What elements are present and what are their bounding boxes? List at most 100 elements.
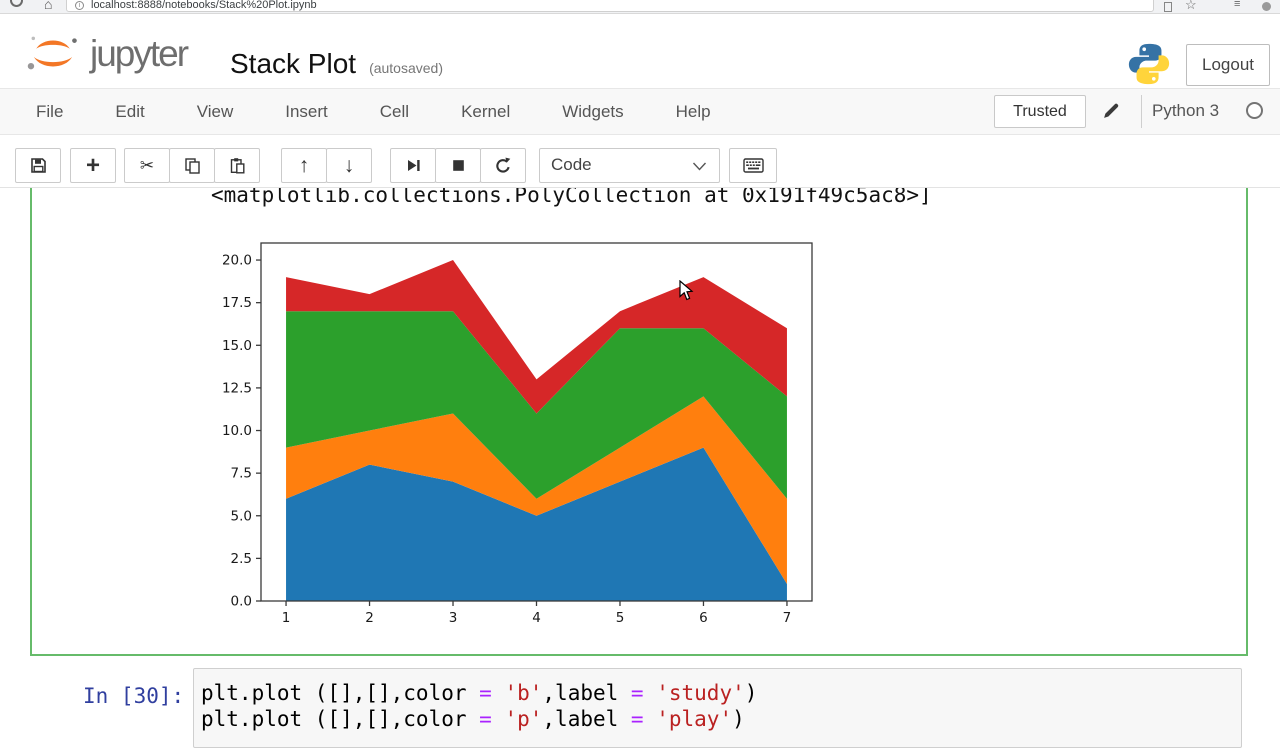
code-line[interactable]: plt.plot ([],[],color = 'b',label = 'stu… <box>201 680 1241 706</box>
bookmark-star-icon[interactable]: ☆ <box>1185 0 1197 12</box>
x-tick-label: 1 <box>282 610 291 626</box>
code-cell[interactable]: In [30]: plt.plot ([],[],color = 'b',lab… <box>0 660 1280 748</box>
reload-icon[interactable] <box>10 0 23 7</box>
x-tick-label: 3 <box>449 610 458 626</box>
python-logo-icon <box>1128 43 1170 85</box>
code-token: 'b' <box>504 681 543 705</box>
menu-item-widgets[interactable]: Widgets <box>562 101 624 121</box>
paste-icon <box>230 158 245 174</box>
reading-list-icon[interactable]: ≡ <box>1234 0 1241 10</box>
code-token: plt.plot ([],[],color <box>201 681 480 705</box>
y-tick-label: 12.5 <box>222 380 252 396</box>
restart-kernel-button[interactable] <box>480 148 526 183</box>
autosave-status: (autosaved) <box>369 60 443 76</box>
stackplot-figure: 0.0 2.5 5.0 7.5 10.0 12.5 15.0 17.5 20.0 1 2 3 4 5 6 7 <box>222 242 813 626</box>
cell-type-value: Code <box>551 155 592 174</box>
notebook-menubar: File Edit View Insert Cell Kernel Widgets Help … <box>0 88 1280 135</box>
y-tick-label: 17.5 <box>222 295 252 311</box>
code-token: 'p' <box>504 707 543 731</box>
y-tick-label: 5.0 <box>231 508 252 524</box>
kernel-name: Python 3 <box>1152 101 1220 120</box>
y-tick-label: 7.5 <box>231 466 252 482</box>
kernel-idle-icon <box>1246 102 1263 119</box>
code-token: 'study' <box>656 681 745 705</box>
menu-item-edit[interactable]: Edit <box>115 101 145 121</box>
code-token: = <box>630 707 644 731</box>
logout-button[interactable]: Logout <box>1186 44 1270 86</box>
stack-area-green <box>286 311 787 499</box>
code-token: = <box>630 681 644 705</box>
stack-area-orange <box>286 396 787 584</box>
y-tick-label: 10.0 <box>222 423 252 439</box>
code-token <box>492 681 505 705</box>
menubar-divider <box>1141 95 1142 128</box>
code-token <box>644 707 657 731</box>
url-field[interactable]: i localhost:8888/notebooks/Stack%20Plot.… <box>66 0 1154 12</box>
cell-type-select[interactable]: Code <box>539 148 720 183</box>
browser-profile-icon[interactable] <box>1262 2 1271 11</box>
code-token: plt.plot ([],[],color <box>201 707 480 731</box>
run-cell-button[interactable] <box>390 148 436 183</box>
code-token: ) <box>744 681 758 705</box>
cut-cell-button[interactable]: ✂ <box>124 148 170 183</box>
stop-icon <box>452 160 464 171</box>
jupyter-wordmark: jupyter <box>90 33 189 74</box>
interrupt-kernel-button[interactable] <box>435 148 481 183</box>
menu-item-cell[interactable]: Cell <box>379 101 410 121</box>
run-icon <box>407 160 420 171</box>
keyboard-icon <box>742 158 764 173</box>
x-tick-label: 2 <box>365 610 374 626</box>
chevron-down-icon <box>692 162 707 171</box>
notebook-header: jupyter Stack Plot (autosaved) Logout <box>0 14 1280 88</box>
input-prompt: In [30]: <box>83 684 185 708</box>
notebook-title[interactable]: Stack Plot <box>230 48 357 79</box>
x-tick-label: 4 <box>532 610 541 626</box>
copy-icon <box>184 158 200 174</box>
x-tick-label: 5 <box>616 610 625 626</box>
x-tick-label: 6 <box>699 610 708 626</box>
code-token: ,label <box>542 681 631 705</box>
notebook-toolbar: + ✂ ↑ ↓ <box>0 135 1280 188</box>
trusted-button[interactable]: Trusted <box>994 95 1086 128</box>
menu-item-view[interactable]: View <box>196 101 234 121</box>
code-lines: plt.plot ([],[],color = 'b',label = 'stu… <box>201 680 1241 732</box>
info-icon[interactable]: i <box>75 1 84 10</box>
url-text: localhost:8888/notebooks/Stack%20Plot.ip… <box>91 0 317 11</box>
menu-item-kernel[interactable]: Kernel <box>461 101 511 121</box>
code-token: ,label <box>542 707 631 731</box>
move-cell-up-button[interactable]: ↑ <box>281 148 327 183</box>
code-token: ) <box>732 707 745 731</box>
mouse-cursor <box>679 280 694 301</box>
code-token: 'play' <box>656 707 733 731</box>
x-tick-label: 7 <box>783 610 792 626</box>
home-icon[interactable]: ⌂ <box>44 0 53 12</box>
selected-output-cell[interactable]: 0.0 2.5 5.0 7.5 10.0 12.5 15.0 17.5 20.0 1 2 3 4 5 6 7 <box>30 188 1248 656</box>
save-button[interactable] <box>15 148 61 183</box>
code-token <box>644 681 657 705</box>
menu-item-insert[interactable]: Insert <box>285 101 328 121</box>
y-tick-label: 15.0 <box>222 338 252 354</box>
save-icon <box>30 158 46 173</box>
edit-pencil-icon <box>1104 103 1119 118</box>
copy-cell-button[interactable] <box>169 148 215 183</box>
y-tick-label: 20.0 <box>222 253 252 269</box>
code-token: = <box>479 707 492 731</box>
paste-cell-button[interactable] <box>214 148 260 183</box>
menu-item-file[interactable]: File <box>36 101 64 121</box>
code-token <box>492 707 505 731</box>
browser-toolbar: ⌂ i localhost:8888/notebooks/Stack%20Plo… <box>0 0 1280 14</box>
stack-area-blue <box>286 447 787 601</box>
menu-item-help[interactable]: Help <box>675 101 711 121</box>
add-cell-button[interactable]: + <box>70 148 116 183</box>
keyboard-shortcuts-button[interactable] <box>729 148 777 183</box>
menu-items: File Edit View Insert Cell Kernel Widgets Help <box>10 89 737 134</box>
y-tick-label: 0.0 <box>231 594 252 610</box>
code-input-area[interactable]: plt.plot ([],[],color = 'b',label = 'stu… <box>193 668 1242 748</box>
jupyter-logo-block[interactable]: jupyter <box>24 32 189 76</box>
bookmark-page-icon[interactable] <box>1164 2 1172 12</box>
stack-area-red <box>286 260 787 414</box>
code-line[interactable]: plt.plot ([],[],color = 'p',label = 'pla… <box>201 706 1241 732</box>
restart-icon <box>496 157 511 173</box>
jupyter-logo-icon <box>27 36 77 70</box>
move-cell-down-button[interactable]: ↓ <box>326 148 372 183</box>
